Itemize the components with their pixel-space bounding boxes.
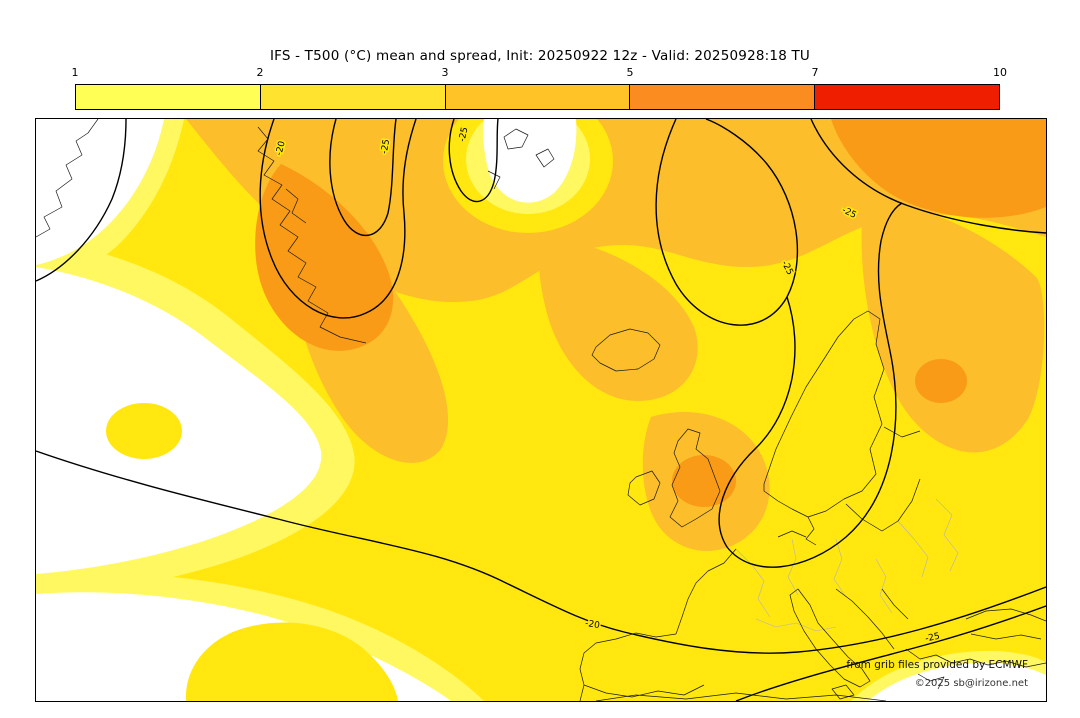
colorbar-tick: 1 <box>71 66 79 79</box>
contour-label: -25 <box>924 632 940 645</box>
deep-orange-uk <box>672 455 736 507</box>
colorbar-tick: 2 <box>256 66 264 79</box>
contour-label: -25 <box>458 126 471 142</box>
map-svg: -20 -25 -25 -25 -25 -20 -25 <box>36 119 1046 701</box>
orange-center <box>538 234 698 401</box>
colorbar-tick-labels: 1 2 3 5 7 10 <box>71 66 1008 80</box>
map-canvas: -20 -25 -25 -25 -25 -20 -25 from grib fi… <box>35 118 1047 702</box>
colorbar-segment-1-2 <box>76 85 260 109</box>
deep-orange-core-topright <box>831 119 1046 218</box>
colorbar-segment-7-10 <box>814 85 999 109</box>
white-zone-bottomright <box>868 662 1046 701</box>
colorbar-tick: 10 <box>993 66 1007 79</box>
contour-label: -20 <box>584 619 600 631</box>
contour-lines <box>36 119 1046 701</box>
orange-band-top <box>186 119 1046 303</box>
colorbar-tick: 5 <box>626 66 634 79</box>
coastlines <box>36 119 1046 701</box>
country-borders <box>735 498 959 632</box>
spread-field <box>36 119 1046 701</box>
colorbar-segment-5-7 <box>629 85 815 109</box>
colorbar-tick: 3 <box>441 66 449 79</box>
contour-label: -25 <box>380 139 392 155</box>
deep-orange-rightedge <box>915 359 967 403</box>
colorbar-tick: 7 <box>811 66 819 79</box>
page-title: IFS - T500 (°C) mean and spread, Init: 2… <box>269 48 811 64</box>
white-zone-topleft <box>36 119 164 265</box>
credit-copyright: ©2025 sb@irizone.net <box>914 678 1028 689</box>
colorbar-segment-2-3 <box>259 85 445 109</box>
white-zone-topcenter <box>483 119 577 203</box>
credit-provider: from grib files provided by ECMWF <box>846 659 1028 671</box>
colorbar <box>75 84 1000 110</box>
colorbar-segment-3-5 <box>444 85 630 109</box>
orange-right <box>861 197 1045 453</box>
